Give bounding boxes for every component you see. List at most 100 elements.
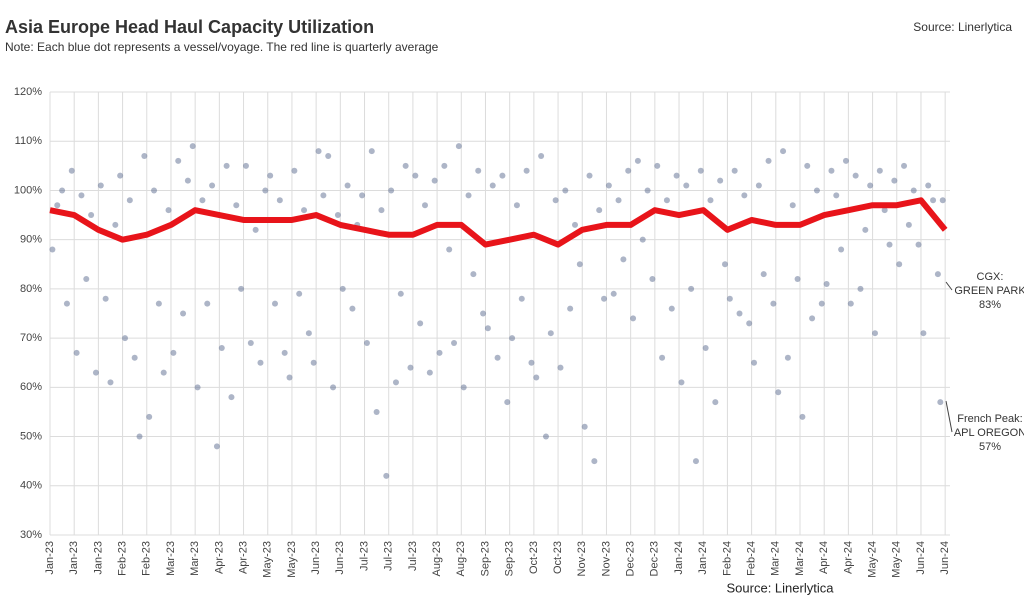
dot bbox=[663, 197, 670, 204]
dot bbox=[68, 167, 75, 174]
dot bbox=[441, 162, 448, 169]
y-tick-label: 100% bbox=[14, 184, 42, 196]
dot bbox=[272, 300, 278, 307]
dot bbox=[872, 330, 878, 337]
dot bbox=[809, 315, 816, 322]
dot bbox=[901, 162, 908, 169]
x-tick-label: Jul-23 bbox=[407, 541, 419, 571]
dot bbox=[126, 197, 133, 204]
dot bbox=[741, 192, 748, 199]
dot bbox=[102, 295, 109, 302]
dot bbox=[291, 167, 298, 174]
dot bbox=[562, 187, 569, 194]
dot bbox=[499, 172, 506, 179]
dot bbox=[731, 167, 738, 174]
dot bbox=[359, 192, 366, 199]
dot bbox=[151, 187, 158, 194]
dot bbox=[668, 305, 675, 312]
dot bbox=[494, 354, 501, 361]
source-top: Source: Linerlytica bbox=[913, 20, 1012, 34]
y-tick-label: 80% bbox=[20, 283, 42, 295]
x-tick-label: Aug-23 bbox=[431, 541, 443, 576]
dot bbox=[596, 207, 603, 214]
dot bbox=[228, 394, 235, 401]
dot bbox=[538, 152, 545, 159]
dot bbox=[799, 413, 806, 420]
x-tick-label: Jul-23 bbox=[383, 541, 395, 571]
dot bbox=[852, 172, 859, 179]
dot bbox=[136, 433, 143, 440]
dot bbox=[842, 157, 849, 164]
dot bbox=[915, 241, 922, 248]
y-tick-label: 70% bbox=[20, 332, 42, 344]
dot bbox=[189, 143, 196, 150]
dot bbox=[818, 300, 825, 307]
annotation-leader bbox=[945, 400, 953, 433]
dot bbox=[223, 162, 230, 169]
dot bbox=[276, 197, 283, 204]
dot bbox=[601, 295, 608, 302]
x-tick-label: Jun-24 bbox=[915, 541, 927, 575]
dot bbox=[794, 276, 801, 283]
x-tick-label: Jan-23 bbox=[68, 541, 80, 575]
dot bbox=[54, 202, 61, 209]
x-tick-label: Apr-23 bbox=[213, 541, 225, 574]
x-tick-label: Jun-23 bbox=[310, 541, 322, 575]
dot bbox=[518, 295, 525, 302]
dot bbox=[789, 202, 796, 209]
dot bbox=[305, 330, 312, 337]
dot bbox=[378, 207, 385, 214]
dot bbox=[765, 157, 772, 164]
x-tick-label: Apr-24 bbox=[842, 541, 854, 574]
dot bbox=[426, 369, 433, 376]
annotation: 57% bbox=[979, 441, 1001, 453]
dot bbox=[925, 182, 932, 189]
average-line bbox=[49, 197, 948, 248]
dot bbox=[218, 344, 225, 351]
dot bbox=[572, 221, 578, 228]
dot bbox=[547, 330, 554, 337]
x-tick-label: Jul-23 bbox=[358, 541, 370, 571]
dot bbox=[63, 300, 70, 307]
x-tick-label: May-23 bbox=[262, 541, 274, 578]
dot bbox=[320, 192, 327, 199]
dot bbox=[726, 295, 733, 302]
dot bbox=[407, 364, 414, 371]
dot bbox=[204, 300, 211, 307]
x-tick-label: Apr-24 bbox=[818, 541, 830, 574]
dot bbox=[697, 167, 704, 174]
dot bbox=[88, 212, 95, 219]
dot bbox=[315, 148, 322, 155]
dot bbox=[296, 290, 303, 297]
dot bbox=[242, 162, 249, 169]
chart-subtitle: Note: Each blue dot represents a vessel/… bbox=[5, 40, 439, 54]
x-tick-label: Dec-23 bbox=[649, 541, 661, 576]
dot bbox=[528, 359, 535, 366]
dot bbox=[112, 221, 119, 228]
dot bbox=[59, 187, 66, 194]
dot bbox=[470, 271, 477, 278]
chart-title: Asia Europe Head Haul Capacity Utilizati… bbox=[5, 17, 374, 37]
dot bbox=[702, 344, 709, 351]
dot bbox=[639, 236, 646, 243]
dot bbox=[465, 192, 472, 199]
dot bbox=[654, 162, 661, 169]
dot bbox=[363, 340, 370, 347]
dot bbox=[344, 182, 351, 189]
dot bbox=[620, 256, 627, 263]
dot bbox=[397, 290, 404, 297]
dot bbox=[339, 285, 346, 292]
x-tick-label: Jun-24 bbox=[939, 541, 951, 575]
dot bbox=[175, 157, 182, 164]
dot bbox=[833, 192, 840, 199]
dot bbox=[484, 325, 491, 332]
dot bbox=[688, 285, 695, 292]
dot bbox=[199, 197, 206, 204]
dot bbox=[717, 177, 724, 184]
dot bbox=[267, 172, 274, 179]
dot bbox=[180, 310, 187, 317]
dot bbox=[910, 187, 917, 194]
dot bbox=[392, 379, 399, 386]
dot bbox=[881, 207, 888, 214]
dot bbox=[412, 172, 419, 179]
